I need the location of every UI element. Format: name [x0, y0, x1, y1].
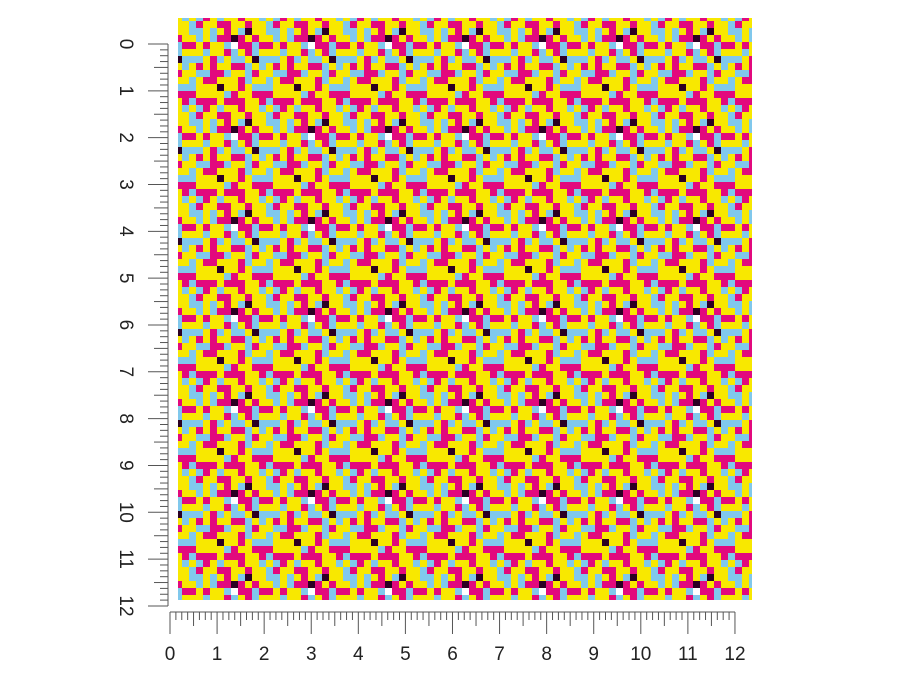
ruler-label: 11	[115, 549, 136, 569]
ruler-label: 9	[115, 460, 136, 471]
ruler-label: 11	[678, 644, 698, 665]
ruler-label: 7	[115, 367, 136, 378]
ruler-label: 4	[115, 226, 136, 237]
ruler-label: 1	[115, 86, 136, 97]
ruler-label: 8	[115, 413, 136, 424]
ruler-label: 5	[400, 644, 411, 665]
ruler-label: 4	[353, 644, 364, 665]
ruler-label: 3	[115, 179, 136, 190]
pattern-swatch	[178, 18, 752, 600]
ruler-label: 1	[212, 644, 223, 665]
ruler-label: 3	[306, 644, 317, 665]
ruler-label: 2	[115, 132, 136, 143]
ruler-label: 6	[115, 320, 136, 331]
ruler-label: 2	[259, 644, 270, 665]
ruler-label: 8	[541, 644, 552, 665]
ruler-label: 0	[115, 39, 136, 50]
ruler-label: 10	[115, 502, 136, 523]
ruler-label: 6	[447, 644, 458, 665]
bottom-ruler: 0 1 2 3 4 5 6 7 8 9 10 11 12	[165, 612, 746, 665]
ruler-label: 5	[115, 273, 136, 284]
ruler-label: 7	[494, 644, 505, 665]
ruler-label: 12	[115, 595, 136, 616]
ruler-label: 10	[630, 644, 651, 665]
ruler-label: 12	[724, 644, 745, 665]
ruler-label: 0	[165, 644, 176, 665]
ruler-label: 9	[588, 644, 599, 665]
